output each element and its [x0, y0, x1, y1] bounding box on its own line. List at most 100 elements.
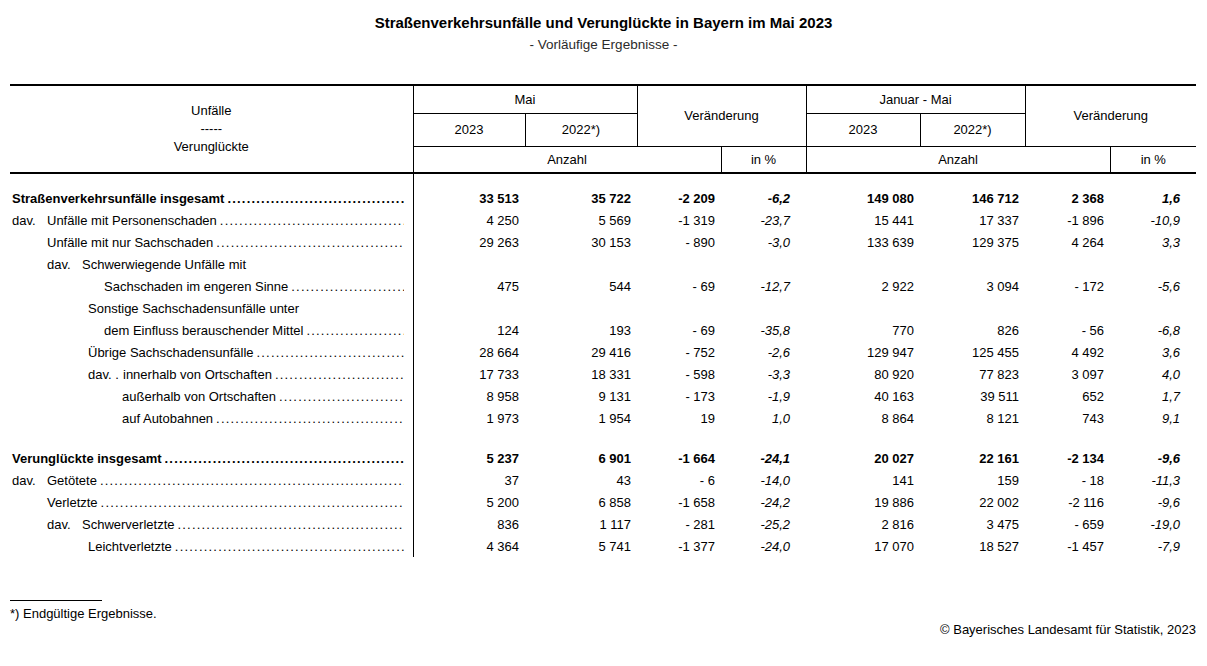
table-row: Straßenverkehrsunfälle insgesamt........… [10, 187, 1196, 209]
value-cell: 826 [920, 319, 1025, 341]
dot-leader: ........................................… [279, 389, 404, 404]
row-prefix: dav. [12, 213, 47, 228]
value-cell: - 659 [1025, 513, 1110, 535]
value-cell: -35,8 [721, 319, 806, 341]
table-row: dav.Schwerwiegende Unfälle mit [10, 253, 1196, 275]
table-row: dav. .innerhalb von Ortschaften.........… [10, 363, 1196, 385]
value-cell: 1 973 [413, 407, 525, 429]
value-cell: -2 209 [637, 187, 721, 209]
value-cell: 39 511 [920, 385, 1025, 407]
table-row: Leichtverletzte.........................… [10, 535, 1196, 557]
value-cell: - 598 [637, 363, 721, 385]
row-label-cell: auf Autobahnen..........................… [10, 407, 413, 429]
value-cell: -1 664 [637, 447, 721, 469]
row-label: Unfälle mit nur Sachschaden [47, 235, 213, 250]
value-cell: - 172 [1025, 275, 1110, 297]
value-cell: -24,0 [721, 535, 806, 557]
value-cell: 5 237 [413, 447, 525, 469]
value-cell: 18 527 [920, 535, 1025, 557]
page-title: Straßenverkehrsunfälle und Verunglückte … [0, 14, 1207, 31]
row-label-cell: Übrige Sachschadensunfälle..............… [10, 341, 413, 363]
value-cell [806, 253, 920, 275]
header-divider-dashes: ----- [10, 120, 413, 138]
value-cell: 19 [637, 407, 721, 429]
value-cell: 146 712 [920, 187, 1025, 209]
dot-leader: ........................................… [257, 345, 404, 360]
header-year-2023-januar-mai: 2023 [806, 113, 920, 146]
value-cell: -6,8 [1110, 319, 1196, 341]
value-cell [637, 253, 721, 275]
value-cell: - 69 [637, 275, 721, 297]
value-cell: 3 475 [920, 513, 1025, 535]
value-cell [525, 253, 637, 275]
row-label-cell: Leichtverletzte.........................… [10, 535, 413, 557]
row-label: Sonstige Sachschadensunfälle unter [88, 301, 299, 316]
value-cell [637, 297, 721, 319]
header-anzahl-januar-mai: Anzahl [806, 146, 1110, 173]
value-cell: 30 153 [525, 231, 637, 253]
table-row: Übrige Sachschadensunfälle..............… [10, 341, 1196, 363]
value-cell: 1,7 [1110, 385, 1196, 407]
value-cell [1025, 253, 1110, 275]
page-subtitle: - Vorläufige Ergebnisse - [0, 37, 1207, 52]
value-cell: 17 337 [920, 209, 1025, 231]
dot-leader: ........................................… [291, 279, 403, 294]
value-cell: 770 [806, 319, 920, 341]
value-cell: - 6 [637, 469, 721, 491]
value-cell: 8 958 [413, 385, 525, 407]
row-label: Sachschaden im engeren Sinne [104, 279, 288, 294]
row-prefix: dav. [47, 517, 82, 532]
header-verungglueckte: Verunglückte [10, 138, 413, 156]
value-cell: -1 319 [637, 209, 721, 231]
header-body-spacer [10, 173, 1196, 187]
value-cell: 652 [1025, 385, 1110, 407]
header-change-januar-mai: Veränderung [1025, 85, 1196, 146]
value-cell: 6 858 [525, 491, 637, 513]
statistics-table: Unfälle ----- Verunglückte Mai Veränderu… [10, 84, 1196, 557]
table-row: dav.Unfälle mit Personenschaden.........… [10, 209, 1196, 231]
row-label-cell: Straßenverkehrsunfälle insgesamt........… [10, 187, 413, 209]
table-row: Sachschaden im engeren Sinne............… [10, 275, 1196, 297]
row-label: innerhalb von Ortschaften [123, 367, 272, 382]
table-row: dav.Schwerverletzte.....................… [10, 513, 1196, 535]
table-row: Sonstige Sachschadensunfälle unter [10, 297, 1196, 319]
value-cell: -1 658 [637, 491, 721, 513]
value-cell: 3,6 [1110, 341, 1196, 363]
value-cell: 2 368 [1025, 187, 1110, 209]
row-label-cell: Unfälle mit nur Sachschaden.............… [10, 231, 413, 253]
value-cell: 133 639 [806, 231, 920, 253]
value-cell: 9,1 [1110, 407, 1196, 429]
dot-leader: ........................................… [101, 495, 404, 510]
value-cell: 20 027 [806, 447, 920, 469]
value-cell: -9,6 [1110, 491, 1196, 513]
value-cell: 17 070 [806, 535, 920, 557]
row-label: Schwerwiegende Unfälle mit [82, 257, 246, 272]
row-label-cell: dav. .innerhalb von Ortschaften.........… [10, 363, 413, 385]
row-label-cell: dav.Getötete............................… [10, 469, 413, 491]
value-cell: -3,0 [721, 231, 806, 253]
dot-leader: ........................................… [227, 191, 403, 206]
row-label: außerhalb von Ortschaften [122, 389, 276, 404]
value-cell: 8 864 [806, 407, 920, 429]
value-cell: 5 569 [525, 209, 637, 231]
value-cell: - 173 [637, 385, 721, 407]
table-row: Verunglückte insgesamt..................… [10, 447, 1196, 469]
value-cell: 18 331 [525, 363, 637, 385]
value-cell: - 281 [637, 513, 721, 535]
value-cell: -1 377 [637, 535, 721, 557]
header-period-mai: Mai [413, 85, 637, 113]
header-change-mai: Veränderung [637, 85, 806, 146]
row-label-cell: Verletzte...............................… [10, 491, 413, 513]
value-cell: 129 947 [806, 341, 920, 363]
header-unfaelle: Unfälle [10, 102, 413, 120]
value-cell: 4 250 [413, 209, 525, 231]
value-cell: -2,6 [721, 341, 806, 363]
row-label: Getötete [47, 473, 97, 488]
value-cell [721, 253, 806, 275]
value-cell: - 56 [1025, 319, 1110, 341]
value-cell: -12,7 [721, 275, 806, 297]
value-cell: 129 375 [920, 231, 1025, 253]
value-cell: 6 901 [525, 447, 637, 469]
row-label: Leichtverletzte [88, 539, 172, 554]
value-cell: -2 116 [1025, 491, 1110, 513]
